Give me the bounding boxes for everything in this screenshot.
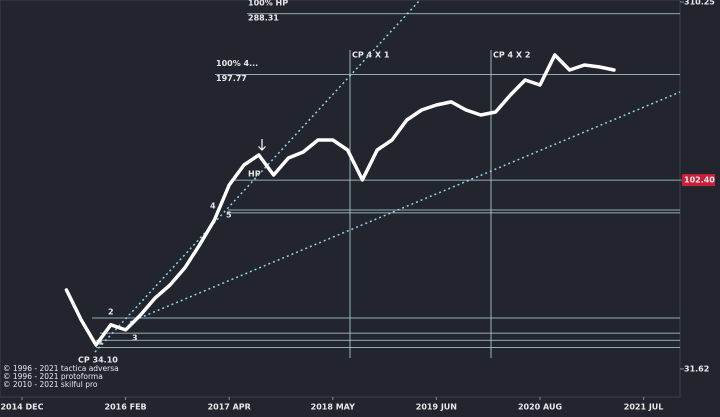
annotation: CP 4 X 2 <box>493 51 530 60</box>
price-tag <box>682 174 715 187</box>
x-tick-label: 2014 DEC <box>0 403 43 412</box>
arrow <box>258 139 266 151</box>
copyright: © 1996 - 2021 protoforma <box>3 372 103 381</box>
wave-label: HP <box>248 170 261 179</box>
price-line <box>64 53 616 347</box>
wave-label: 3 <box>132 334 138 343</box>
trend-line <box>129 91 681 323</box>
x-tick-label: 2019 JUN <box>416 403 457 412</box>
wave-label: 2 <box>108 308 114 317</box>
annotation: CP 4 X 1 <box>352 51 390 60</box>
x-tick-label: 2016 FEB <box>105 403 147 412</box>
y-tick-label: 31.62 <box>684 364 709 373</box>
level-value: 197.77 <box>216 74 247 83</box>
annotation: CP 34.10 <box>78 356 118 365</box>
y-tick-label: 310.25 <box>684 0 715 7</box>
copyright: © 2010 - 2021 skilful pro <box>3 380 98 389</box>
y-tick-label: 102.40 <box>684 176 715 185</box>
x-tick-label: 2018 MAY <box>311 403 355 412</box>
wave-label: 5 <box>226 211 232 220</box>
wave-label: 4 <box>210 202 216 211</box>
x-tick-label: 2017 APR <box>208 403 251 412</box>
wave-label: 1 <box>98 338 104 347</box>
level-value: 288.31 <box>248 13 279 22</box>
x-tick-label: 2020 AUG <box>518 403 562 412</box>
copyright: © 1996 - 2021 tactica adversa <box>3 364 119 373</box>
x-tick-label: 2021 JUL <box>624 403 664 412</box>
level-label: 100% 4... <box>216 59 258 68</box>
level-label: 100% HP <box>248 0 288 7</box>
